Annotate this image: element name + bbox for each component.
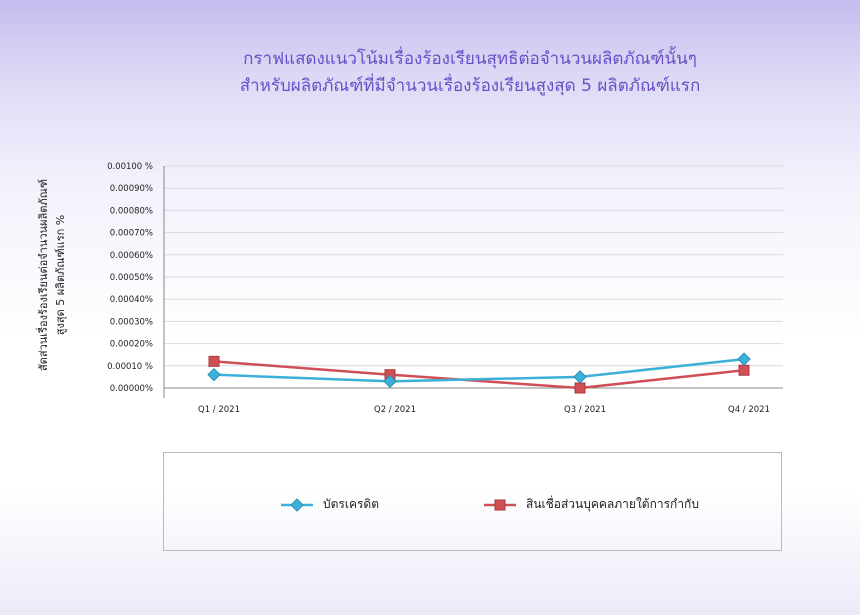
legend: บัตรเครดิต สินเชื่อส่วนบุคคลภายใต้การกำก… bbox=[163, 452, 782, 551]
series-line-1 bbox=[213, 357, 745, 383]
y-tick-label: 0.00020% bbox=[110, 340, 153, 350]
series1-point bbox=[573, 370, 587, 384]
series2-point bbox=[574, 382, 586, 394]
y-tick-label: 0.00040% bbox=[110, 295, 153, 305]
chart-title: กราฟแสดงแนวโน้มเรื่องร้องเรียนสุทธิต่อจำ… bbox=[0, 46, 860, 100]
y-tick-label: 0.00080% bbox=[110, 206, 153, 216]
x-tick-label: Q2 / 2021 bbox=[374, 405, 416, 415]
y-tick-label: 0.00070% bbox=[110, 229, 153, 239]
y-tick-label: 0.00060% bbox=[110, 251, 153, 261]
y-tick-label: 0.00010 % bbox=[107, 362, 153, 372]
series2-point bbox=[208, 355, 220, 367]
x-tick-label: Q4 / 2021 bbox=[728, 405, 770, 415]
chart-title-line1: กราฟแสดงแนวโน้มเรื่องร้องเรียนสุทธิต่อจำ… bbox=[243, 49, 697, 69]
y-tick-label: 0.00000% bbox=[110, 384, 153, 394]
legend-item-series2: สินเชื่อส่วนบุคคลภายใต้การกำกับ bbox=[482, 495, 699, 514]
legend-marker-square-icon bbox=[484, 499, 516, 510]
x-tick-label: Q1 / 2021 bbox=[198, 405, 240, 415]
legend-item-series1: บัตรเครดิต bbox=[279, 495, 379, 514]
y-tick-label: 0.00050% bbox=[110, 273, 153, 283]
series1-point bbox=[383, 374, 397, 389]
chart-title-line2: สำหรับผลิตภัณฑ์ที่มีจำนวนเรื่องร้องเรียน… bbox=[239, 76, 701, 96]
legend-marker-diamond-icon bbox=[281, 497, 313, 512]
series1-point bbox=[207, 367, 221, 382]
series-line-2 bbox=[213, 360, 745, 390]
series2-point bbox=[738, 364, 750, 376]
y-tick-label: 0.00030% bbox=[110, 317, 153, 327]
legend-label-series2: สินเชื่อส่วนบุคคลภายใต้การกำกับ bbox=[526, 497, 699, 511]
x-tick-label: Q3 / 2021 bbox=[564, 405, 606, 415]
series1-point bbox=[737, 352, 751, 366]
y-tick-label: 0.00090% bbox=[110, 184, 153, 194]
y-tick-label: 0.00100 % bbox=[107, 162, 153, 172]
legend-label-series1: บัตรเครดิต bbox=[323, 497, 380, 511]
